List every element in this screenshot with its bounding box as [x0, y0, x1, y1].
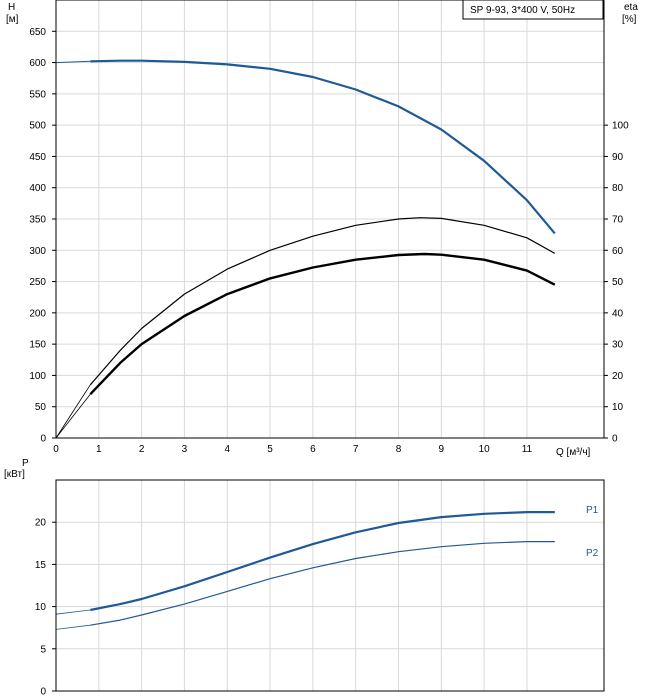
bottom-curves	[55, 510, 555, 630]
x-tick-label: 1	[96, 444, 102, 455]
x-tick-label: 8	[396, 444, 402, 455]
power-tick-label: 5	[40, 644, 46, 655]
y-right-tick-label: 100	[612, 121, 629, 132]
power-tick-label: 20	[35, 518, 47, 529]
y-left-axis-label: H	[8, 2, 15, 13]
x-tick-label: 7	[353, 444, 359, 455]
x-axis-label: Q [м³/ч]	[556, 447, 591, 458]
top-series-line-1	[55, 60, 91, 64]
x-tick-label: 4	[224, 444, 230, 455]
power-tick-label: 15	[35, 560, 47, 571]
top-ticks: 0 1 2 3 4 5 6 7 8 9 10 1105010015020025030035040045…	[29, 27, 629, 455]
power-tick-label: 0	[40, 687, 46, 698]
y-left-tick-label: 300	[29, 246, 46, 257]
y-left-tick-label: 50	[35, 402, 47, 413]
legend-box: SP 9-93, 3*400 V, 50Hz	[462, 0, 604, 20]
y-right-tick-label: 90	[612, 152, 624, 163]
power-series-line-2	[90, 540, 555, 626]
legend-label: SP 9-93, 3*400 V, 50Hz	[470, 5, 575, 16]
power-plot: 0 5 10 15 20 P [кВт] P1 P2	[4, 458, 605, 698]
top-series-line-4	[89, 252, 556, 396]
x-tick-label: 5	[267, 444, 273, 455]
power-series-line-0	[90, 510, 555, 612]
top-series-line-5	[55, 393, 91, 439]
y-left-tick-label: 350	[29, 215, 46, 226]
y-left-tick-label: 500	[29, 121, 46, 132]
y-right-axis-unit: [%]	[622, 14, 637, 25]
top-series-line-3	[55, 384, 91, 439]
y-right-tick-label: 80	[612, 183, 624, 194]
bottom-ticks: 0 5 10 15 20	[35, 518, 56, 698]
y-left-tick-label: 450	[29, 152, 46, 163]
series-label-p1: P1	[586, 505, 599, 516]
y-left-tick-label: 650	[29, 27, 46, 38]
y-right-axis-label: eta	[624, 2, 638, 13]
y-left-tick-label: 550	[29, 89, 46, 100]
y-left-axis-unit: [м]	[6, 14, 19, 25]
y-left-tick-label: 250	[29, 277, 46, 288]
y-right-tick-label: 50	[612, 277, 624, 288]
x-tick-label: 3	[182, 444, 188, 455]
power-series-line-3	[55, 624, 91, 630]
x-tick-label: 2	[139, 444, 145, 455]
top-curves	[55, 59, 556, 439]
power-axis-unit: [кВт]	[4, 469, 25, 480]
legend-frame	[462, 0, 604, 20]
y-right-tick-label: 40	[612, 308, 624, 319]
y-right-tick-label: 30	[612, 340, 624, 351]
x-tick-label: 10	[479, 444, 491, 455]
y-left-tick-label: 200	[29, 308, 46, 319]
x-tick-label: 11	[522, 444, 533, 455]
y-left-tick-label: 150	[29, 340, 46, 351]
power-series-line-1	[55, 609, 91, 615]
top-plot-frame	[55, 0, 605, 439]
y-left-tick-label: 100	[29, 371, 46, 382]
x-tick-label: 9	[439, 444, 445, 455]
top-series-line-2	[89, 217, 556, 386]
bottom-plot-frame	[55, 479, 605, 692]
top-series-line-0	[90, 59, 556, 235]
x-tick-label: 0	[53, 444, 59, 455]
y-left-tick-label: 600	[29, 58, 46, 69]
y-right-tick-label: 0	[612, 434, 618, 445]
power-axis-label: P	[22, 458, 29, 469]
series-label-p2: P2	[586, 548, 599, 559]
y-right-tick-label: 70	[612, 215, 624, 226]
head-efficiency-plot: 0 1 2 3 4 5 6 7 8 9 10 1105010015020025030035040045…	[6, 0, 638, 458]
y-left-tick-label: 400	[29, 183, 46, 194]
power-tick-label: 10	[35, 602, 47, 613]
y-right-tick-label: 20	[612, 371, 624, 382]
y-left-tick-label: 0	[40, 434, 46, 445]
top-grid	[55, 0, 604, 439]
x-tick-label: 6	[310, 444, 316, 455]
y-right-tick-label: 60	[612, 246, 624, 257]
y-right-tick-label: 10	[612, 402, 624, 413]
